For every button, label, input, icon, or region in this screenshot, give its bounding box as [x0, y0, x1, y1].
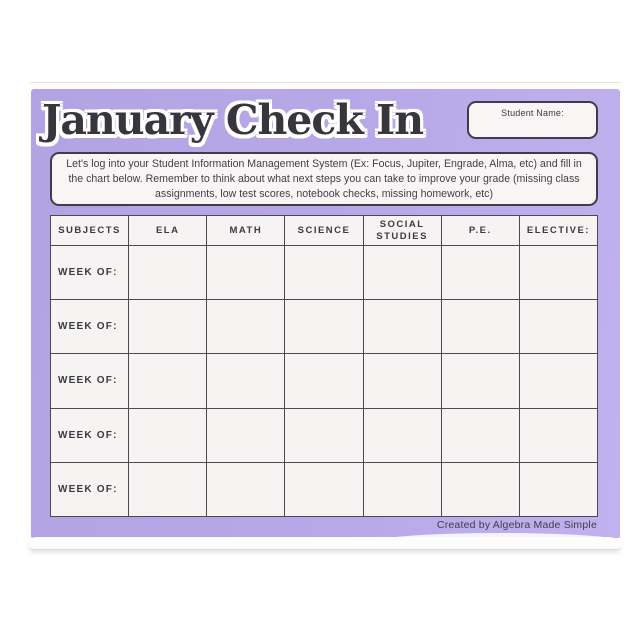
grade-cell[interactable] — [206, 353, 286, 409]
grade-cell[interactable] — [128, 299, 208, 355]
column-header-ela: ELA — [128, 215, 208, 246]
grade-cell[interactable] — [518, 244, 599, 301]
column-header-social-studies: SOCIAL STUDIES — [362, 215, 442, 246]
table-row: WEEK OF: — [49, 244, 599, 301]
grade-cell[interactable] — [440, 407, 520, 463]
notepad-top-edge — [29, 82, 621, 91]
grade-cell[interactable] — [362, 299, 442, 355]
table-row: WEEK OF: — [49, 299, 599, 355]
grade-cell[interactable] — [206, 407, 286, 463]
grade-cell[interactable] — [284, 407, 364, 463]
grade-cell[interactable] — [440, 461, 520, 518]
grade-cell[interactable] — [284, 461, 364, 518]
grade-cell[interactable] — [518, 407, 599, 463]
page-title: January Check In — [42, 96, 424, 144]
grade-cell[interactable] — [128, 244, 208, 301]
grade-cell[interactable] — [128, 407, 208, 463]
grade-cell[interactable] — [440, 299, 520, 355]
grade-cell[interactable] — [362, 461, 442, 518]
grade-cell[interactable] — [440, 353, 520, 409]
student-name-label: Student Name: — [501, 108, 564, 118]
grade-cell[interactable] — [128, 461, 208, 518]
table-header-row: SUBJECTS ELA MATH SCIENCE SOCIAL STUDIES… — [49, 215, 599, 246]
column-header-pe: P.E. — [440, 215, 520, 246]
table-row: WEEK OF: — [49, 407, 599, 463]
instructions-line: the chart below. Remember to think about… — [68, 172, 580, 185]
grade-check-table: SUBJECTS ELA MATH SCIENCE SOCIAL STUDIES… — [49, 215, 599, 518]
column-header-subjects: SUBJECTS — [49, 215, 130, 246]
grade-cell[interactable] — [518, 299, 599, 355]
instructions-box: Let's log into your Student Information … — [50, 152, 598, 206]
grade-cell[interactable] — [206, 299, 286, 355]
grade-cell[interactable] — [362, 353, 442, 409]
grade-cell[interactable] — [284, 299, 364, 355]
instructions-line: assignments, low test scores, notebook c… — [155, 187, 493, 200]
grade-cell[interactable] — [284, 353, 364, 409]
grade-cell[interactable] — [206, 461, 286, 518]
week-of-label: WEEK OF: — [49, 407, 130, 463]
table-row: WEEK OF: — [49, 461, 599, 518]
grade-cell[interactable] — [440, 244, 520, 301]
week-of-label: WEEK OF: — [49, 461, 130, 518]
grade-cell[interactable] — [518, 353, 599, 409]
notepad-page-stack — [29, 537, 621, 550]
week-of-label: WEEK OF: — [49, 299, 130, 355]
grade-cell[interactable] — [128, 353, 208, 409]
week-of-label: WEEK OF: — [49, 244, 130, 301]
grade-cell[interactable] — [362, 244, 442, 301]
grade-cell[interactable] — [518, 461, 599, 518]
column-header-elective: ELECTIVE: — [518, 215, 599, 246]
table-row: WEEK OF: — [49, 353, 599, 409]
creator-credit: Created by Algebra Made Simple — [436, 519, 597, 531]
column-header-science: SCIENCE — [284, 215, 364, 246]
column-header-math: MATH — [206, 215, 286, 246]
week-of-label: WEEK OF: — [49, 353, 130, 409]
instructions-line: Let's log into your Student Information … — [66, 157, 582, 170]
grade-cell[interactable] — [362, 407, 442, 463]
student-name-field[interactable]: Student Name: — [467, 101, 598, 139]
grade-cell[interactable] — [284, 244, 364, 301]
grade-cell[interactable] — [206, 244, 286, 301]
